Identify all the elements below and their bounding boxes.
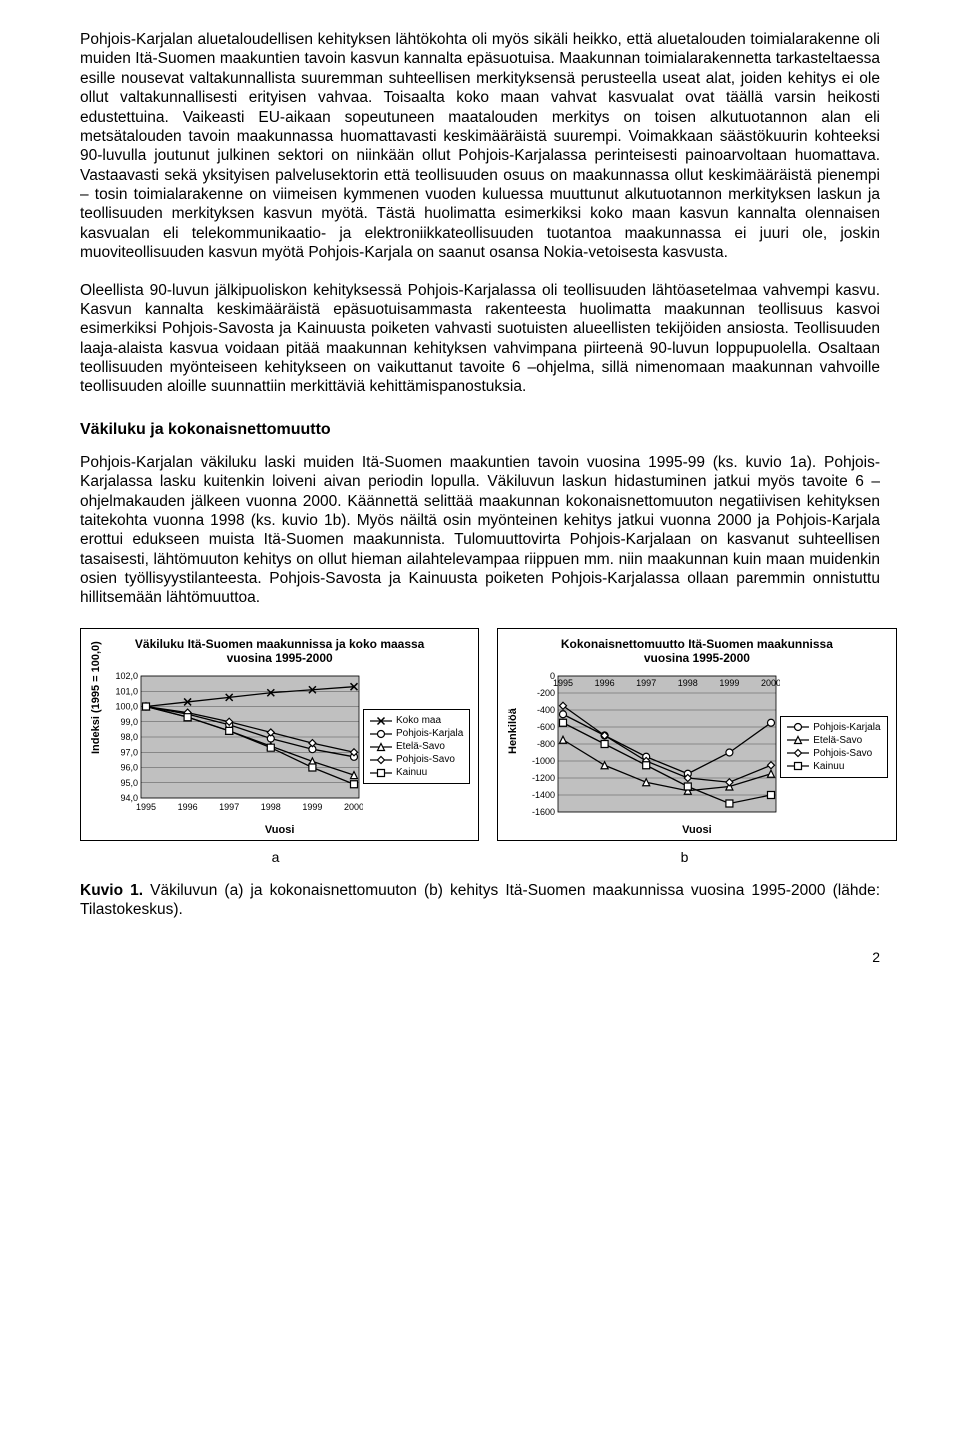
chart-b-title-l2: vuosina 1995-2000 [506, 651, 887, 665]
legend-item: Pohjois-Savo [370, 753, 463, 766]
chart-a-ylabel: Indeksi (1995 = 100,0) [90, 740, 102, 754]
ab-b: b [489, 849, 880, 865]
chart-a-title-l2: vuosina 1995-2000 [89, 651, 470, 665]
svg-text:-400: -400 [537, 705, 555, 715]
section-heading: Väkiluku ja kokonaisnettomuutto [80, 421, 880, 439]
caption-rest: Väkiluvun (a) ja kokonaisnettomuuton (b)… [80, 882, 880, 918]
svg-text:2000: 2000 [761, 678, 780, 688]
chart-b-title-l1: Kokonaisnettomuutto Itä-Suomen maakunnis… [506, 637, 887, 651]
chart-b-legend: Pohjois-KarjalaEtelä-SavoPohjois-SavoKai… [780, 716, 887, 778]
legend-item: Kainuu [787, 760, 880, 773]
chart-a-box: Väkiluku Itä-Suomen maakunnissa ja koko … [80, 628, 479, 841]
legend-item: Pohjois-Karjala [370, 727, 463, 740]
svg-text:-600: -600 [537, 722, 555, 732]
svg-text:2000: 2000 [344, 802, 363, 812]
ab-a: a [80, 849, 471, 865]
page: Pohjois-Karjalan aluetaloudellisen kehit… [40, 0, 920, 1005]
chart-a-legend: Koko maaPohjois-KarjalaEtelä-SavoPohjois… [363, 709, 470, 784]
chart-a-svg: 94,095,096,097,098,099,0100,0101,0102,01… [103, 672, 363, 822]
chart-b-box: Kokonaisnettomuutto Itä-Suomen maakunnis… [497, 628, 896, 841]
svg-text:98,0: 98,0 [120, 732, 138, 742]
svg-text:1999: 1999 [302, 802, 322, 812]
svg-text:1999: 1999 [720, 678, 740, 688]
legend-item: Kainuu [370, 766, 463, 779]
legend-item: Koko maa [370, 714, 463, 727]
chart-a-title: Väkiluku Itä-Suomen maakunnissa ja koko … [89, 637, 470, 666]
charts-row: Väkiluku Itä-Suomen maakunnissa ja koko … [80, 628, 880, 841]
svg-text:101,0: 101,0 [115, 686, 138, 696]
paragraph-3: Pohjois-Karjalan väkiluku laski muiden I… [80, 453, 880, 608]
figure-caption: Kuvio 1. Väkiluvun (a) ja kokonaisnettom… [80, 881, 880, 920]
svg-text:1997: 1997 [219, 802, 239, 812]
chart-a-title-l1: Väkiluku Itä-Suomen maakunnissa ja koko … [89, 637, 470, 651]
svg-text:1996: 1996 [595, 678, 615, 688]
ab-labels: a b [80, 849, 880, 865]
caption-bold: Kuvio 1. [80, 882, 143, 899]
paragraph-1: Pohjois-Karjalan aluetaloudellisen kehit… [80, 30, 880, 263]
paragraph-2: Oleellista 90-luvun jälkipuoliskon kehit… [80, 281, 880, 397]
svg-text:1995: 1995 [136, 802, 156, 812]
svg-text:1998: 1998 [261, 802, 281, 812]
svg-text:-200: -200 [537, 688, 555, 698]
svg-text:-800: -800 [537, 739, 555, 749]
svg-text:-1000: -1000 [532, 756, 555, 766]
legend-item: Pohjois-Karjala [787, 721, 880, 734]
svg-text:-1400: -1400 [532, 790, 555, 800]
svg-text:95,0: 95,0 [120, 777, 138, 787]
chart-b-title: Kokonaisnettomuutto Itä-Suomen maakunnis… [506, 637, 887, 666]
svg-text:1996: 1996 [178, 802, 198, 812]
svg-text:102,0: 102,0 [115, 672, 138, 681]
chart-b-xlabel: Vuosi [506, 824, 887, 836]
chart-b-ylabel: Henkilöä [507, 740, 519, 754]
svg-text:97,0: 97,0 [120, 747, 138, 757]
legend-item: Etelä-Savo [787, 734, 880, 747]
svg-text:-1200: -1200 [532, 773, 555, 783]
svg-text:1998: 1998 [678, 678, 698, 688]
chart-b-svg: -1600-1400-1200-1000-800-600-400-2000199… [520, 672, 780, 822]
svg-text:99,0: 99,0 [120, 716, 138, 726]
legend-item: Pohjois-Savo [787, 747, 880, 760]
svg-text:100,0: 100,0 [115, 701, 138, 711]
chart-a-xlabel: Vuosi [89, 824, 470, 836]
svg-text:-1600: -1600 [532, 807, 555, 817]
svg-text:1997: 1997 [636, 678, 656, 688]
svg-text:1995: 1995 [553, 678, 573, 688]
svg-text:96,0: 96,0 [120, 762, 138, 772]
legend-item: Etelä-Savo [370, 740, 463, 753]
page-number: 2 [80, 949, 880, 965]
